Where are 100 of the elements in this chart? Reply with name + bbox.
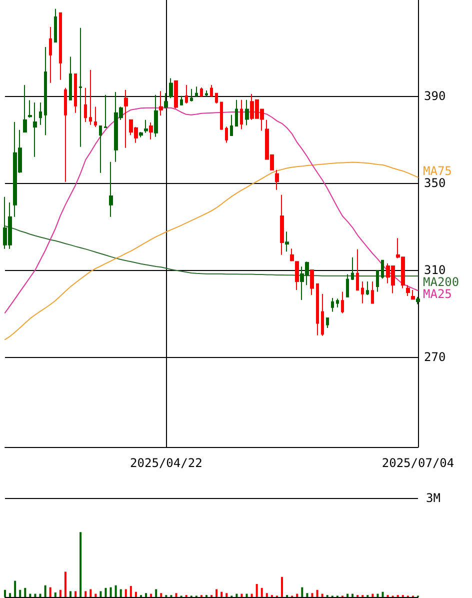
candlestick (49, 26, 52, 84)
candlestick (104, 94, 107, 128)
candlestick (149, 122, 153, 140)
y-tick-label: 350 (424, 176, 446, 190)
bar (306, 593, 308, 597)
bar (69, 591, 72, 597)
bar (100, 591, 102, 597)
series-label: MA200 (423, 274, 460, 289)
line-series (4, 162, 418, 340)
candlestick (154, 94, 158, 138)
bar (376, 594, 379, 597)
bar (220, 592, 223, 597)
bar (124, 589, 127, 597)
candlestick (215, 92, 218, 104)
bar (9, 593, 12, 597)
candlestick (235, 99, 238, 126)
bar (19, 590, 22, 597)
candlestick (280, 194, 284, 256)
bar (74, 591, 77, 597)
candlestick (124, 89, 128, 148)
bar (240, 594, 243, 597)
bar (94, 594, 97, 597)
bar (64, 572, 66, 597)
bar (29, 594, 32, 597)
series-label: MA75 (423, 164, 452, 178)
candlestick (94, 106, 97, 128)
bar (130, 586, 132, 597)
candlestick (139, 132, 143, 138)
candlestick (210, 84, 213, 98)
candlestick (245, 99, 249, 126)
bar (90, 589, 92, 597)
candlestick (144, 119, 148, 134)
candlestick (381, 260, 384, 280)
bar (14, 580, 16, 597)
bar (44, 585, 46, 597)
bar (80, 532, 82, 597)
candlestick (195, 86, 198, 98)
bar (372, 594, 374, 597)
bar (59, 590, 62, 597)
candlestick (54, 8, 57, 42)
candlestick (336, 298, 339, 308)
candlestick (84, 87, 87, 123)
candlestick (366, 280, 369, 296)
candlestick (225, 126, 228, 144)
bar (160, 593, 162, 597)
bar (250, 594, 253, 597)
bar (296, 594, 298, 597)
candlestick (39, 102, 42, 126)
candlestick (174, 80, 178, 109)
bar (311, 593, 314, 597)
candlestick (346, 274, 349, 298)
candlestick (64, 87, 67, 182)
candlestick (99, 125, 102, 174)
candlestick (341, 291, 344, 314)
x-tick-label: 2025/04/22 (130, 456, 202, 470)
bar (134, 592, 137, 597)
candlestick (331, 298, 334, 312)
series-label: MA25 (423, 286, 452, 301)
candlestick (351, 256, 354, 280)
bar (4, 590, 6, 597)
ref-line-label: 3M (426, 490, 440, 505)
candlestick (190, 88, 193, 102)
bar (175, 593, 178, 597)
bar (346, 594, 348, 597)
line-series (4, 107, 418, 314)
y-tick-label: 390 (424, 88, 446, 103)
candlestick (23, 84, 27, 133)
bar (266, 593, 268, 597)
candlestick (74, 73, 77, 114)
candlestick (416, 296, 420, 305)
bar (104, 588, 107, 597)
bar (236, 594, 238, 597)
y-tick-label: 270 (424, 350, 446, 364)
candlestick (285, 231, 289, 252)
x-tick-label: 2025/07/04 (382, 456, 454, 470)
candlestick (310, 269, 314, 296)
candlestick (406, 284, 410, 297)
bar (301, 587, 304, 597)
candlestick (180, 95, 183, 106)
candlestick (200, 86, 203, 98)
bar (226, 593, 228, 597)
candlestick (326, 318, 329, 329)
candlestick (411, 289, 415, 300)
bar (110, 587, 112, 597)
candlestick (164, 92, 168, 109)
candlestick (371, 280, 374, 304)
candlestick (376, 270, 379, 292)
candlestick (28, 100, 32, 118)
candlestick (290, 248, 294, 262)
bar (49, 587, 52, 597)
y-tick-label: 310 (424, 262, 446, 277)
candlestick (159, 90, 163, 116)
line-series (4, 226, 418, 277)
candlestick (220, 102, 223, 130)
candlestick (321, 293, 324, 336)
candlestick (89, 69, 92, 126)
candlestick (79, 27, 82, 148)
bar (34, 594, 36, 597)
bar (24, 588, 26, 597)
candlestick (295, 261, 299, 290)
